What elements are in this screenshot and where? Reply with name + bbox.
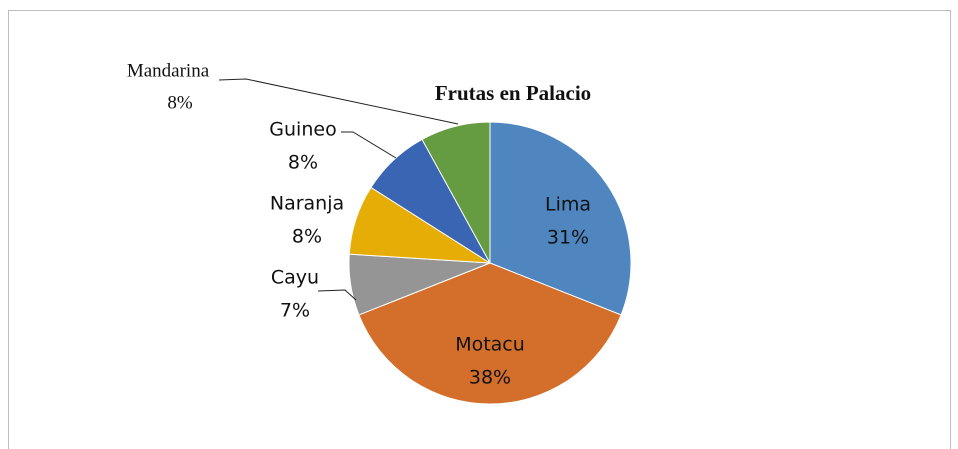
slice-value: 8%: [292, 226, 322, 248]
slice-label: Mandarina: [127, 60, 210, 81]
slice-value: 8%: [167, 92, 193, 113]
slice-label: Naranja: [270, 193, 344, 215]
slice-label: Guineo: [269, 119, 336, 141]
slice-value: 31%: [547, 227, 589, 249]
slice-value: 38%: [469, 367, 511, 389]
pie-slice: [358, 262, 622, 405]
slice-label: Lima: [545, 194, 591, 216]
leader-line: [317, 289, 357, 301]
pie-slice: [489, 121, 632, 316]
chart-frame: [8, 10, 951, 449]
leader-line: [341, 131, 397, 159]
slice-value: 7%: [280, 300, 310, 322]
slice-value: 8%: [288, 152, 318, 174]
pie-slice: [421, 121, 491, 264]
slice-label: Motacu: [455, 334, 525, 356]
slice-label: Cayu: [271, 267, 319, 289]
chart-title: Frutas en Palacio: [435, 81, 591, 105]
leader-line: [218, 78, 459, 125]
